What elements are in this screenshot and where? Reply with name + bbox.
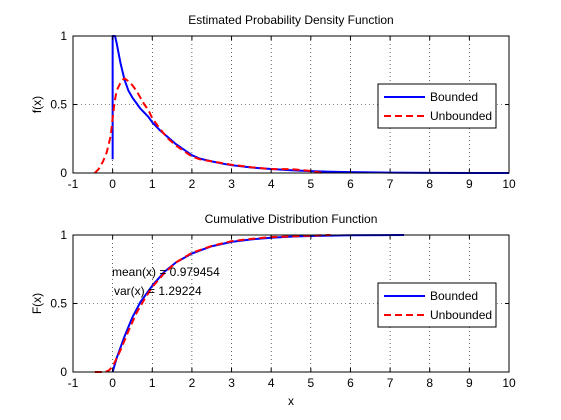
x-axis-label: x (288, 394, 294, 408)
x-tick-label: 7 (387, 177, 394, 191)
y-tick-label: 0 (60, 365, 67, 379)
y-axis-label: f(x) (30, 96, 44, 113)
y-tick-label: 0.5 (50, 297, 67, 311)
legend-label: Unbounded (430, 109, 492, 123)
x-tick-label: 7 (387, 376, 394, 390)
x-tick-label: 0 (109, 376, 116, 390)
y-tick-label: 1 (60, 29, 67, 43)
x-tick-label: 10 (502, 376, 516, 390)
x-tick-label: -1 (68, 376, 79, 390)
y-tick-label: 0.5 (50, 98, 67, 112)
legend-label: Bounded (430, 90, 478, 104)
legend: Bounded Unbounded (377, 282, 497, 328)
annotation-text: var(x) = 1.29224 (114, 284, 202, 298)
legend-label: Bounded (430, 289, 478, 303)
y-tick-label: 0 (60, 166, 67, 180)
x-tick-label: 0 (109, 177, 116, 191)
x-tick-label: 1 (149, 177, 156, 191)
legend: Bounded Unbounded (377, 83, 497, 129)
y-axis-label: F(x) (30, 293, 44, 314)
annotation-text: mean(x) = 0.979454 (112, 265, 220, 279)
x-tick-label: 5 (307, 177, 314, 191)
legend-box (377, 282, 497, 328)
x-tick-label: 9 (466, 177, 473, 191)
x-tick-label: 5 (307, 376, 314, 390)
x-tick-label: 4 (268, 177, 275, 191)
x-tick-label: 8 (426, 177, 433, 191)
x-tick-label: 6 (347, 177, 354, 191)
series-line-bounded (111, 35, 509, 174)
legend-box (377, 83, 497, 129)
y-tick-label: 1 (60, 228, 67, 242)
x-tick-label: -1 (68, 177, 79, 191)
x-tick-label: 2 (189, 177, 196, 191)
x-tick-label: 8 (426, 376, 433, 390)
x-tick-label: 3 (228, 177, 235, 191)
chart-title: Estimated Probability Density Function (188, 13, 393, 27)
x-tick-label: 2 (189, 376, 196, 390)
x-tick-label: 9 (466, 376, 473, 390)
x-tick-label: 6 (347, 376, 354, 390)
series-line-unbounded (94, 77, 323, 174)
legend-label: Unbounded (430, 308, 492, 322)
x-tick-label: 10 (502, 177, 516, 191)
x-tick-label: 1 (149, 376, 156, 390)
chart-title: Cumulative Distribution Function (205, 212, 378, 226)
x-tick-label: 3 (228, 376, 235, 390)
x-tick-label: 4 (268, 376, 275, 390)
